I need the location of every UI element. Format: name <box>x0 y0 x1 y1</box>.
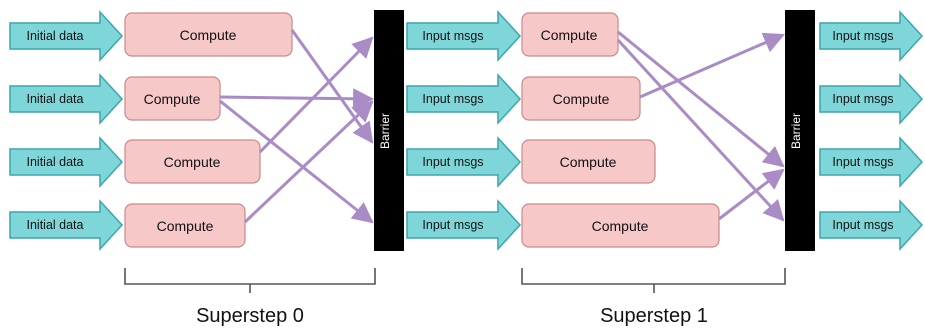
superstep0-input-arrow: Initial data <box>9 10 124 62</box>
superstep1-compute-box: Compute <box>521 203 720 248</box>
compute-label: Compute <box>541 27 598 43</box>
compute-label: Compute <box>144 91 201 107</box>
superstep0-compute-box: Compute <box>124 12 293 57</box>
superstep0-bracket: Superstep 0 <box>124 268 376 327</box>
superstep1-input-label: Input msgs <box>422 29 483 43</box>
compute-label: Compute <box>180 27 237 43</box>
superstep1-messages <box>616 30 785 222</box>
message-arrow <box>639 32 785 99</box>
barrier-label: Barrier <box>378 113 392 149</box>
superstep0-compute-box: Compute <box>124 139 261 184</box>
message-arrow <box>718 168 785 221</box>
superstep0-input-label: Initial data <box>27 218 84 232</box>
message-arrow <box>290 29 374 144</box>
superstep1-bracket: Superstep 1 <box>521 268 786 327</box>
superstep1-input-label: Input msgs <box>422 155 483 169</box>
message-arrow <box>258 36 374 154</box>
compute-label: Compute <box>560 154 617 170</box>
message-arrow <box>219 99 374 224</box>
output-label: Input msgs <box>832 29 893 43</box>
superstep1-compute-box: Compute <box>521 76 641 121</box>
message-arrow <box>616 38 785 222</box>
superstep0-input-arrow: Initial data <box>9 199 124 251</box>
superstep0-input-arrow: Initial data <box>9 136 124 188</box>
output-arrow: Input msgs <box>819 199 924 251</box>
output-label: Input msgs <box>832 92 893 106</box>
output-arrow: Input msgs <box>819 136 924 188</box>
superstep1-input-label: Input msgs <box>422 218 483 232</box>
output-label: Input msgs <box>832 218 893 232</box>
superstep0-label: Superstep 0 <box>196 305 304 327</box>
compute-label: Compute <box>164 154 221 170</box>
message-arrow <box>243 100 374 224</box>
output-arrow: Input msgs <box>819 10 924 62</box>
superstep1-input-label: Input msgs <box>422 92 483 106</box>
superstep1-input-arrow: Input msgs <box>406 73 522 125</box>
barrier-label: Barrier <box>789 113 803 149</box>
superstep1-label: Superstep 1 <box>600 305 708 327</box>
superstep0-input-label: Initial data <box>27 92 84 106</box>
superstep1-input-arrow: Input msgs <box>406 199 522 251</box>
superstep0-input-label: Initial data <box>27 29 84 43</box>
superstep0-input-arrow: Initial data <box>9 73 124 125</box>
superstep0-compute-box: Compute <box>124 203 246 248</box>
superstep0-input-label: Initial data <box>27 155 84 169</box>
superstep1-compute-box: Compute <box>521 139 656 184</box>
compute-label: Compute <box>157 218 214 234</box>
superstep1-input-arrow: Input msgs <box>406 10 522 62</box>
compute-label: Compute <box>553 91 610 107</box>
compute-label: Compute <box>592 218 649 234</box>
superstep1-input-arrow: Input msgs <box>406 136 522 188</box>
message-arrow <box>219 88 375 110</box>
superstep0-compute-box: Compute <box>124 76 221 121</box>
superstep1-compute-box: Compute <box>521 12 619 57</box>
message-arrow <box>617 30 785 168</box>
output-label: Input msgs <box>832 155 893 169</box>
superstep0-messages <box>219 29 375 224</box>
output-arrow: Input msgs <box>819 73 924 125</box>
barrier-1: Barrier <box>785 10 815 251</box>
barrier-0: Barrier <box>374 10 404 251</box>
